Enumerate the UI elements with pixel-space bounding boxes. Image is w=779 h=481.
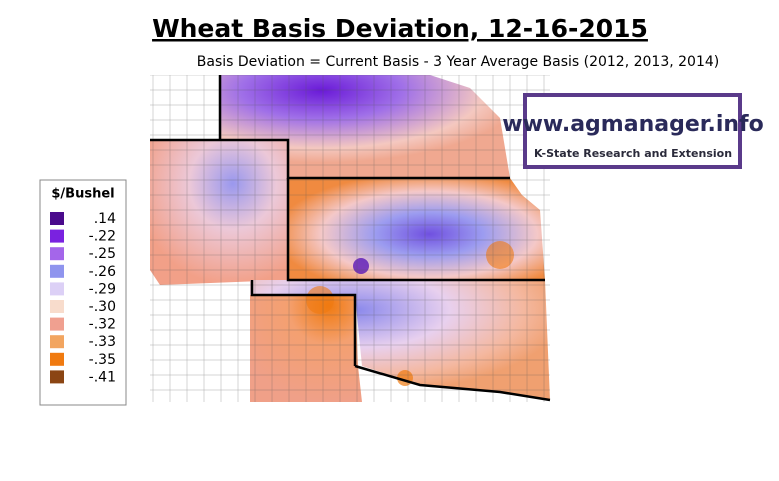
legend-label: -.29 bbox=[89, 281, 116, 297]
legend-label: -.26 bbox=[89, 264, 116, 280]
legend-label: -.33 bbox=[89, 334, 116, 350]
legend-swatch bbox=[50, 352, 64, 366]
legend-title: $/Bushel bbox=[51, 187, 114, 202]
legend-swatch bbox=[50, 300, 64, 313]
legend-label: -.32 bbox=[89, 317, 116, 333]
map bbox=[150, 75, 551, 402]
subtitle: Basis Deviation = Current Basis - 3 Year… bbox=[197, 54, 719, 70]
legend-swatch bbox=[50, 247, 64, 261]
legend-label: -.30 bbox=[89, 299, 116, 315]
logo-org: K-State Research and Extension bbox=[534, 147, 732, 160]
title: Wheat Basis Deviation, 12-16-2015 bbox=[152, 14, 648, 43]
legend-label: -.35 bbox=[89, 352, 116, 368]
legend-swatch bbox=[50, 212, 64, 225]
legend-swatch bbox=[50, 229, 64, 243]
logo-url: www.agmanager.info bbox=[502, 112, 763, 137]
logo-frame bbox=[523, 93, 742, 169]
legend-label: .14 bbox=[94, 211, 116, 227]
legend-swatch bbox=[50, 282, 64, 296]
legend: $/Bushel .14 -.22-.25 -.26-.29 -.30 -.32-.33… bbox=[39, 179, 127, 406]
legend-label: -.22 bbox=[89, 229, 116, 245]
legend-label: -.41 bbox=[89, 369, 116, 385]
legend-swatch bbox=[50, 335, 64, 349]
legend-swatch bbox=[50, 264, 64, 278]
legend-swatch bbox=[50, 370, 64, 384]
logo: www.agmanager.info K-State Research and … bbox=[502, 93, 764, 169]
legend-label: -.25 bbox=[89, 246, 116, 262]
legend-swatch bbox=[50, 317, 64, 331]
